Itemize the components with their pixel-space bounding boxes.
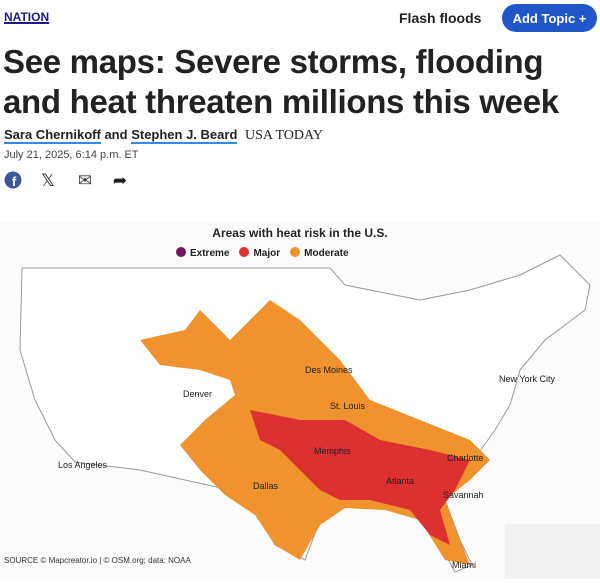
city-label: Memphis <box>314 446 351 456</box>
map-title: Areas with heat risk in the U.S. <box>212 226 388 240</box>
us-map-graphic <box>0 222 600 579</box>
map-source: SOURCE © Mapcreator.io | © OSM.org; data… <box>4 556 191 565</box>
facebook-icon: f <box>4 171 22 189</box>
heat-risk-map <box>0 222 600 579</box>
legend-dot-icon <box>239 247 250 257</box>
major-heat-area <box>250 410 470 545</box>
city-label: Des Moines <box>305 365 353 375</box>
city-label: St. Louis <box>330 401 366 411</box>
legend-label: Major <box>253 248 281 259</box>
svg-text:f: f <box>12 174 17 189</box>
add-topic-button[interactable]: Add Topic + <box>502 4 597 32</box>
legend-dot-icon <box>290 247 301 257</box>
map-legend: Extreme Major Moderate <box>176 247 349 259</box>
legend-dot-icon <box>176 247 186 257</box>
city-label: Charlotte <box>447 453 484 463</box>
section-link-nation[interactable]: NATION <box>4 10 50 24</box>
author-link-2[interactable]: Stephen J. Beard <box>131 127 238 144</box>
legend-item-extreme: Extreme <box>176 247 229 259</box>
byline-and: and <box>104 127 128 142</box>
city-label: Los Angeles <box>58 460 108 470</box>
email-icon: ✉ <box>77 171 93 190</box>
article-title: See maps: Severe storms, flooding and he… <box>3 43 559 120</box>
city-label: Dallas <box>253 481 279 491</box>
facebook-share-button[interactable]: f <box>3 171 23 191</box>
city-label: Savannah <box>443 490 484 500</box>
share-arrow-icon: ➦ <box>112 171 128 190</box>
email-share-button[interactable]: ✉ <box>75 171 95 191</box>
legend-item-major: Major <box>239 247 280 259</box>
topic-flash-floods[interactable]: Flash floods <box>399 10 482 26</box>
city-label: New York City <box>499 374 556 384</box>
legend-item-moderate: Moderate <box>290 247 349 259</box>
city-label: Atlanta <box>386 476 415 486</box>
publication-name: USA TODAY <box>245 128 323 143</box>
byline: Sara Chernikoff and Stephen J. Beard USA… <box>4 127 323 144</box>
legend-label: Moderate <box>304 248 349 259</box>
top-bar: NATION Flash floods Add Topic + <box>0 0 600 36</box>
overlay-box <box>505 524 600 579</box>
publish-date: July 21, 2025, 6:14 p.m. ET <box>4 149 139 161</box>
city-label: Denver <box>183 389 213 399</box>
x-icon: 𝕏 <box>41 171 55 190</box>
author-link-1[interactable]: Sara Chernikoff <box>4 127 101 144</box>
share-button[interactable]: ➦ <box>110 171 130 191</box>
legend-label: Extreme <box>190 248 230 259</box>
x-share-button[interactable]: 𝕏 <box>38 171 58 191</box>
city-label: Miami <box>452 560 476 570</box>
